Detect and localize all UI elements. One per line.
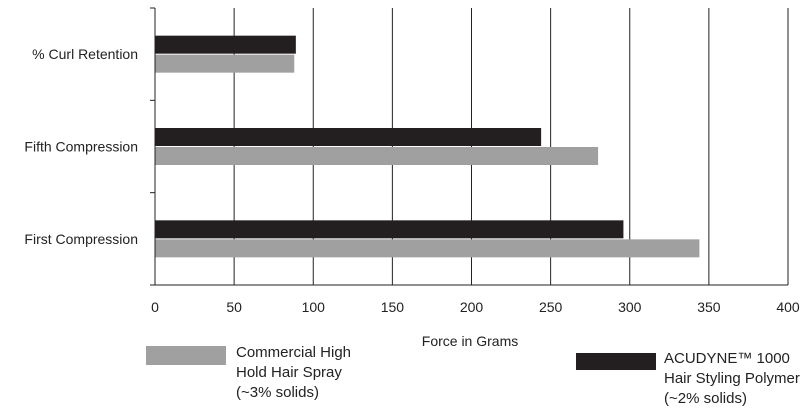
category-label: First Compression [24,231,138,247]
x-tick-label: 250 [539,299,563,315]
x-tick-label: 400 [776,299,800,315]
category-labels: % Curl Retention Fifth Compression First C… [24,46,138,247]
category-label: % Curl Retention [32,46,138,62]
bar [155,147,599,165]
x-tick-label: 350 [697,299,721,315]
x-tick-label: 200 [460,299,484,315]
bar [155,220,624,239]
legend-label-line: ACUDYNE™ 1000 [664,350,790,367]
legend-swatch-acudyne [576,353,656,370]
x-tick-label: 100 [302,299,326,315]
x-tick-labels: 0 50 100 150 200 250 300 350 400 [151,299,800,315]
legend-label-line: Commercial High [236,344,352,361]
x-tick-label: 50 [226,299,242,315]
grid-lines [233,8,789,285]
bar [155,239,700,258]
bar [155,54,295,73]
legend-label-acudyne: ACUDYNE™ 1000 Hair Styling Polymer (~2% … [664,349,800,409]
legend-label-line: (~3% solids) [236,384,319,401]
bar [155,128,542,146]
bar-group [155,35,700,258]
x-tick-label: 0 [151,299,159,315]
category-label: Fifth Compression [24,139,138,155]
legend-label-commercial: Commercial High Hold Hair Spray (~3% sol… [236,343,351,403]
bar [155,35,296,54]
legend-swatch-commercial [146,346,226,365]
x-tick-label: 300 [618,299,642,315]
legend-label-line: (~2% solids) [664,390,747,407]
axes [150,7,788,286]
legend-label-line: Hold Hair Spray [236,364,342,381]
x-tick-label: 150 [381,299,405,315]
x-axis-title: Force in Grams [422,333,518,349]
legend-label-line: Hair Styling Polymer [664,370,800,387]
